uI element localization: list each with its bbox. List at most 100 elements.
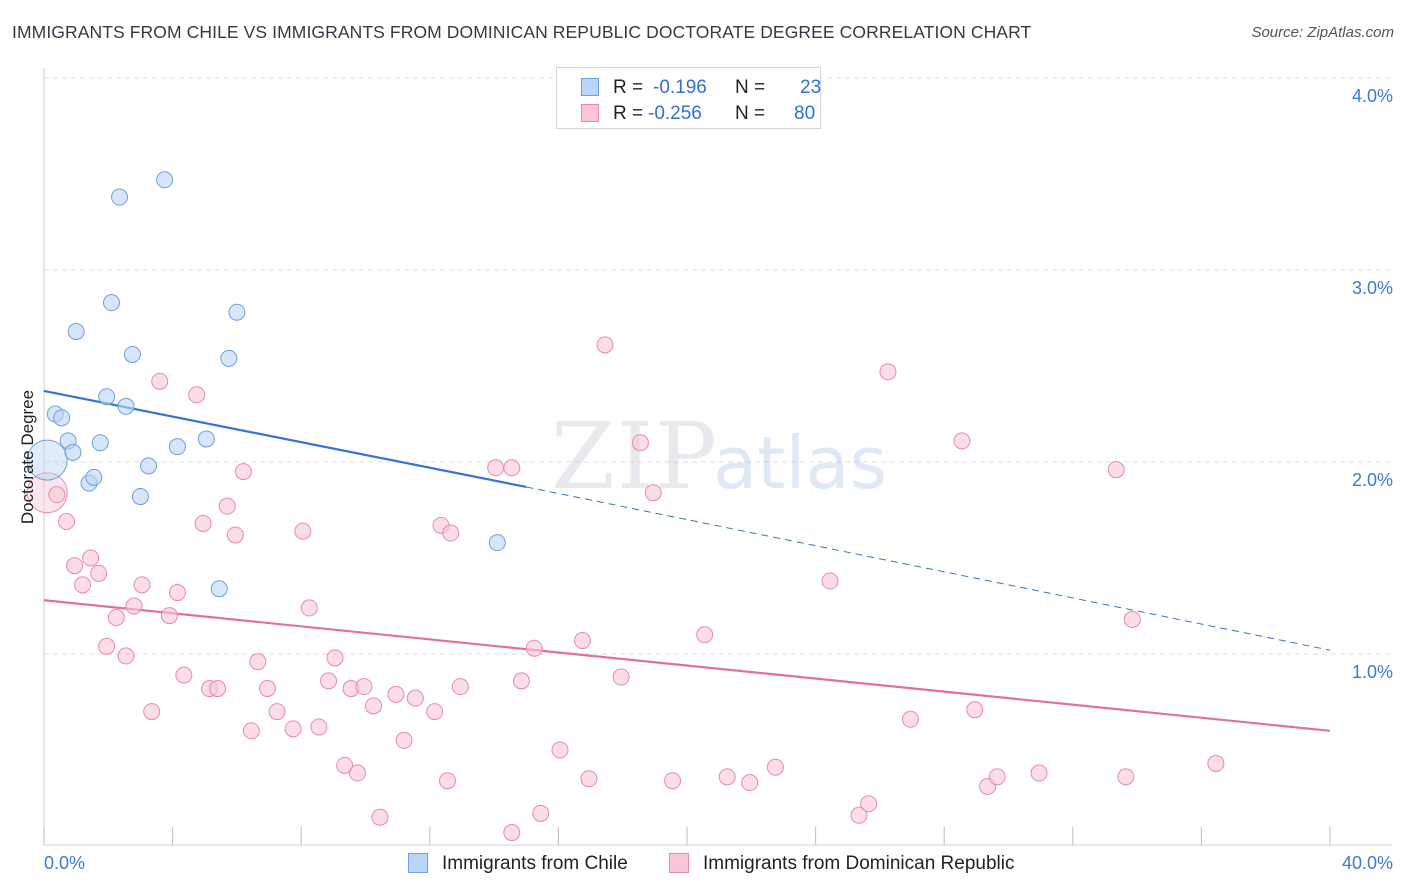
data-point-dr <box>242 722 260 740</box>
data-point-dr <box>387 685 405 703</box>
data-point-dr <box>234 463 252 481</box>
legend-r-value-chile: -0.196 <box>653 77 707 98</box>
data-point-dr <box>766 758 784 776</box>
data-point-dr <box>953 432 971 450</box>
data-point-chile <box>26 439 68 481</box>
data-point-dr <box>320 672 338 690</box>
data-point-dr <box>503 459 521 477</box>
legend-swatch-chile <box>581 78 599 96</box>
data-point-dr <box>258 680 276 698</box>
y-axis-title: Doctorate Degree <box>18 389 37 525</box>
data-point-dr <box>125 597 143 615</box>
data-point-chile <box>197 430 215 448</box>
y-tick-label: 4.0% <box>1352 86 1393 106</box>
correlation-legend: R = -0.196 N = 23 R = -0.256 N = 80 <box>556 67 821 129</box>
data-point-dr <box>143 703 161 721</box>
data-point-dr <box>160 607 178 625</box>
data-points <box>26 171 1225 842</box>
data-point-dr <box>631 434 649 452</box>
data-point-dr <box>90 564 108 582</box>
data-point-dr <box>175 666 193 684</box>
data-point-chile <box>168 438 186 456</box>
series-swatch-chile <box>408 853 428 873</box>
legend-n-label: N = <box>735 103 766 124</box>
data-point-dr <box>348 764 366 782</box>
data-point-dr <box>294 522 312 540</box>
data-point-dr <box>371 808 389 826</box>
gridlines <box>44 77 1392 655</box>
data-point-dr <box>226 526 244 544</box>
x-tick-label-min: 0.0% <box>44 853 85 873</box>
data-point-dr <box>821 572 839 590</box>
axes <box>43 68 1392 846</box>
data-point-dr <box>580 770 598 788</box>
data-point-dr <box>406 689 424 707</box>
data-point-dr <box>438 772 456 790</box>
legend-r-label: R = <box>613 77 644 98</box>
data-point-dr <box>718 768 736 786</box>
series-label-dr: Immigrants from Dominican Republic <box>703 853 1015 874</box>
data-point-dr <box>194 514 212 532</box>
data-point-dr <box>218 497 236 515</box>
data-point-chile <box>111 188 129 206</box>
data-point-chile <box>220 349 238 367</box>
data-point-dr <box>426 703 444 721</box>
data-point-chile <box>53 409 71 427</box>
data-point-chile <box>67 322 85 340</box>
data-point-dr <box>741 774 759 792</box>
data-point-dr <box>442 524 460 542</box>
data-point-dr <box>107 609 125 627</box>
data-point-dr <box>664 772 682 790</box>
data-point-chile <box>103 294 121 312</box>
data-point-dr <box>696 626 714 644</box>
data-point-dr <box>860 795 878 813</box>
data-point-dr <box>98 637 116 655</box>
data-point-dr <box>300 599 318 617</box>
data-point-dr <box>395 731 413 749</box>
data-point-chile <box>98 388 116 406</box>
data-point-dr <box>326 649 344 667</box>
data-point-chile <box>488 534 506 552</box>
data-point-dr <box>336 756 354 774</box>
data-point-chile <box>91 434 109 452</box>
data-point-dr <box>551 741 569 759</box>
data-point-dr <box>901 710 919 728</box>
data-point-dr <box>512 672 530 690</box>
data-point-chile <box>156 171 174 189</box>
data-point-chile <box>139 457 157 475</box>
data-point-dr <box>1123 610 1141 628</box>
data-point-dr <box>58 513 76 531</box>
data-point-dr <box>117 647 135 665</box>
data-point-chile <box>64 443 82 461</box>
legend-n-label: N = <box>735 77 766 98</box>
data-point-dr <box>451 678 469 696</box>
trend-line-dr <box>43 599 1331 732</box>
data-point-dr <box>988 768 1006 786</box>
source-credit: Source: ZipAtlas.com <box>1251 24 1394 41</box>
data-point-dr <box>1117 768 1135 786</box>
data-point-dr <box>268 703 286 721</box>
legend-r-label: R = <box>613 103 644 124</box>
data-point-dr <box>48 486 66 504</box>
data-point-dr <box>879 363 897 381</box>
data-point-dr <box>574 632 592 650</box>
data-point-chile <box>117 397 135 415</box>
trend-line-chile <box>43 389 527 489</box>
data-point-dr <box>249 653 267 671</box>
data-point-dr <box>284 720 302 738</box>
legend-swatch-dr <box>581 104 599 122</box>
watermark-zip: ZIP <box>551 403 719 510</box>
data-point-dr <box>365 697 383 715</box>
data-point-dr <box>310 718 328 736</box>
data-point-chile <box>85 468 103 486</box>
data-point-dr <box>151 372 169 390</box>
series-swatch-dr <box>669 853 689 873</box>
chart-title: IMMIGRANTS FROM CHILE VS IMMIGRANTS FROM… <box>12 22 1032 42</box>
data-point-dr <box>532 804 550 822</box>
data-point-dr <box>1207 754 1225 772</box>
data-point-dr <box>1107 461 1125 479</box>
tick-labels: 1.0% 2.0% 3.0% 4.0% 0.0% 40.0% <box>44 86 1393 873</box>
y-tick-label: 1.0% <box>1352 662 1393 682</box>
data-point-dr <box>850 806 868 824</box>
